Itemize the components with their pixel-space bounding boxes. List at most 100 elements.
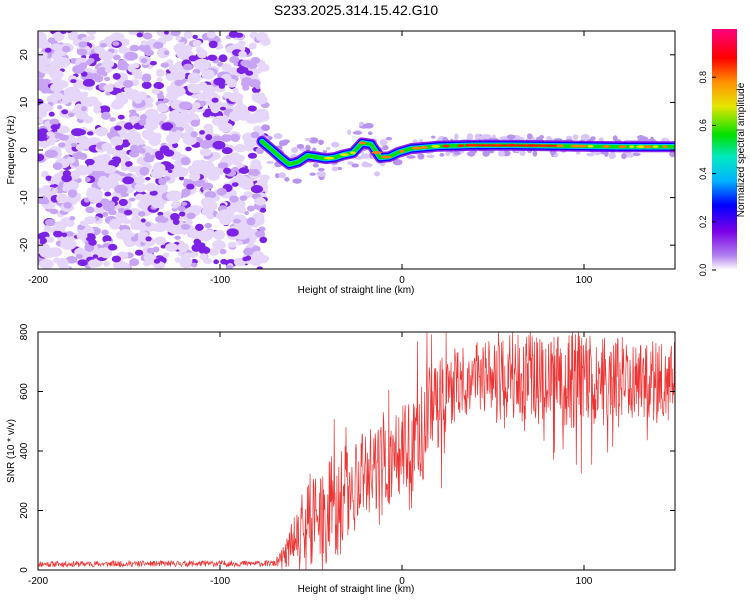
snr-panel: -200 -100 0 100 0 200 400 600 800 Height of stra…	[6, 323, 676, 595]
ridge-halo-blob	[454, 133, 459, 140]
spectrogram-x-tick-label: 0	[399, 275, 405, 286]
noise-blob	[183, 31, 193, 40]
snr-y-tick-label: 0	[19, 567, 30, 573]
noise-blob	[134, 249, 144, 256]
noise-blob	[129, 258, 140, 267]
ridge-halo-blob	[266, 160, 274, 164]
noise-blob	[245, 70, 254, 76]
noise-blob	[208, 40, 218, 49]
ridge-halo-blob	[580, 134, 590, 141]
ridge-halo-blob	[347, 161, 354, 165]
ridge-halo-blob	[308, 137, 319, 144]
noise-blob	[172, 219, 180, 225]
ridge-halo-blob	[498, 149, 505, 156]
noise-blob	[260, 207, 267, 213]
noise-blob	[204, 108, 213, 116]
noise-blob	[112, 54, 121, 61]
noise-blob	[109, 117, 116, 122]
noise-blob	[179, 257, 192, 269]
colorbar-tick-label: 0.8	[698, 71, 708, 84]
noise-blob	[199, 130, 205, 135]
noise-blob	[257, 178, 268, 186]
noise-blob	[125, 160, 133, 168]
ridge-halo-blob	[445, 150, 451, 157]
ridge-halo-blob	[426, 154, 435, 159]
noise-blob	[46, 137, 56, 146]
noise-blob	[59, 134, 69, 141]
noise-blob	[47, 37, 56, 44]
noise-blob	[151, 88, 160, 95]
noise-blob	[172, 142, 179, 149]
noise-blob	[38, 38, 51, 49]
noise-blob	[196, 92, 209, 102]
noise-blob	[201, 69, 215, 80]
ridge-halo-blob	[627, 153, 635, 158]
noise-blob	[180, 156, 191, 166]
colorbar-label: Normalized spectral amplitude	[736, 82, 747, 217]
noise-blob	[71, 128, 85, 137]
noise-blob	[134, 182, 147, 193]
ridge-halo-blob	[621, 153, 627, 160]
noise-blob	[183, 117, 193, 123]
noise-blob	[208, 248, 220, 256]
noise-blob	[112, 41, 120, 46]
ridge-hotspot	[652, 145, 659, 149]
noise-blob	[197, 230, 214, 242]
colorbar-ticks: 0.0 0.2 0.4 0.6 0.8	[698, 71, 716, 276]
noise-blob	[84, 177, 91, 182]
spectrogram-x-tick-label: -100	[210, 275, 230, 286]
colorbar-tick-label: 0.2	[698, 216, 708, 229]
noise-blob	[139, 120, 146, 126]
noise-blob	[50, 124, 60, 131]
noise-blob	[159, 183, 169, 192]
noise-blob	[127, 165, 138, 173]
ridge-hotspot	[662, 145, 668, 149]
noise-blob	[70, 90, 82, 98]
ridge-halo-blob	[392, 159, 403, 166]
ridge-halo-blob	[317, 167, 325, 172]
noise-blob	[122, 156, 131, 162]
noise-blob	[168, 169, 173, 174]
noise-blob	[256, 32, 269, 42]
noise-blob	[134, 176, 146, 185]
noise-blob	[132, 62, 140, 69]
noise-blob	[198, 246, 211, 255]
ridge-halo-blob	[309, 172, 316, 176]
spectrogram-y-tick-label: -20	[19, 238, 30, 253]
noise-blob	[62, 45, 71, 53]
noise-blob	[56, 257, 69, 269]
noise-blob	[116, 214, 128, 224]
ridge-halo-blob	[431, 135, 436, 139]
ridge-halo-blob	[326, 146, 331, 151]
noise-blob	[175, 167, 189, 178]
ridge-halo-blob	[669, 150, 675, 158]
noise-blob	[233, 218, 241, 224]
snr-axes: -200 -100 0 100 0 200 400 600 800	[19, 323, 675, 587]
noise-blob	[259, 236, 268, 244]
ridge-halo-blob	[317, 171, 327, 177]
noise-blob	[128, 134, 143, 145]
noise-blob	[86, 31, 97, 36]
noise-blob	[100, 111, 111, 120]
snr-x-tick-label: -200	[28, 576, 48, 587]
noise-blob	[72, 64, 85, 74]
noise-blob	[82, 78, 95, 87]
ridge-halo-blob	[292, 178, 302, 184]
noise-blob	[241, 77, 253, 85]
figure-title: S233.2025.314.15.42.G10	[274, 2, 438, 18]
noise-blob	[50, 91, 64, 101]
noise-blob	[87, 96, 99, 105]
noise-blob	[140, 40, 149, 46]
noise-blob	[60, 239, 77, 250]
noise-blob	[132, 219, 143, 227]
noise-blob	[107, 243, 118, 251]
noise-blob	[142, 32, 153, 40]
noise-blob	[102, 202, 116, 212]
noise-blob	[250, 185, 264, 194]
noise-blob	[198, 159, 207, 166]
noise-blob	[194, 165, 206, 175]
noise-blob	[103, 261, 110, 267]
ridge-halo-blob	[586, 152, 595, 157]
